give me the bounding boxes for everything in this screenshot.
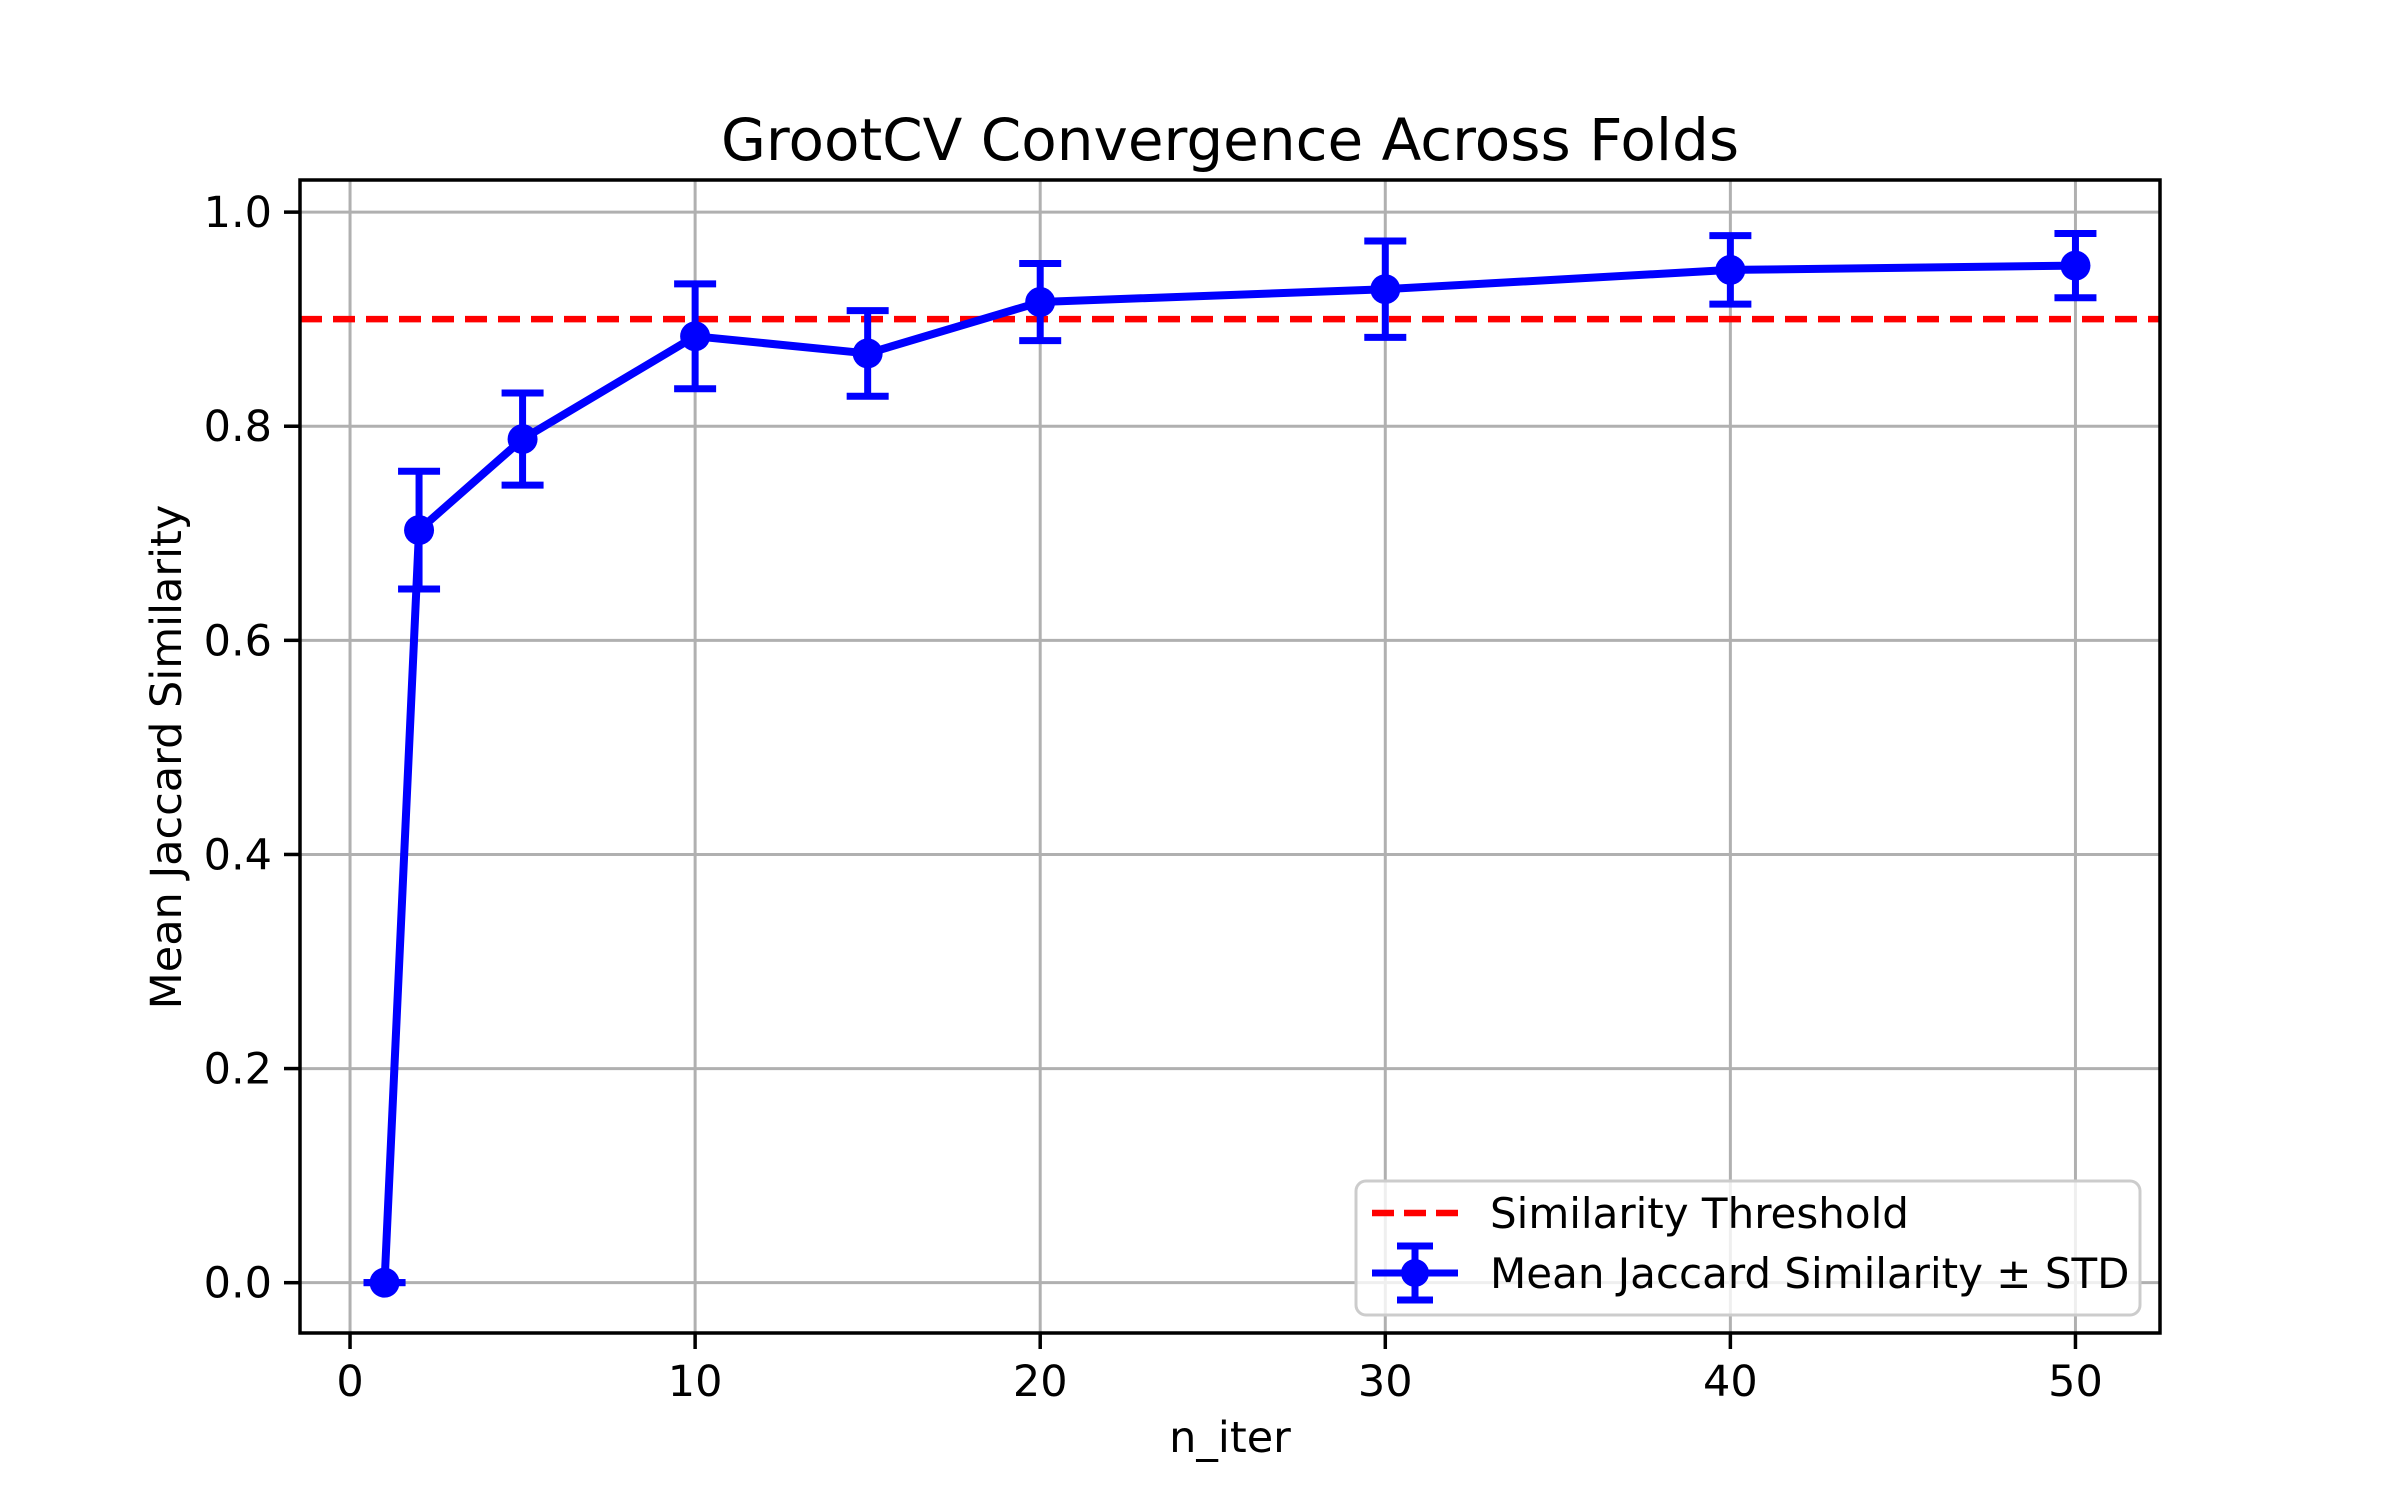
chart-title: GrootCV Convergence Across Folds [721,106,1739,174]
plot-border [298,178,2162,1335]
data-point-marker [680,321,711,352]
tick-labels: 0 10 20 30 40 50 0.0 0.2 0.4 0.6 0.8 1.0 [204,188,2103,1407]
data-point-marker [369,1267,400,1298]
y-tick-label: 0.0 [204,1259,272,1309]
y-tick-label: 0.6 [204,616,272,666]
series-mean-jaccard-similarity-±-std [363,230,2097,1298]
axes-spines [298,178,2162,1335]
data-point-marker [404,515,435,546]
series-line [380,261,2080,1287]
y-tick-label: 1.0 [204,188,272,238]
legend: Similarity Threshold Mean Jaccard Simila… [1354,1179,2142,1317]
y-axis-label: Mean Jaccard Similarity [142,505,192,1010]
x-tick-label: 30 [1358,1357,1413,1407]
x-tick-label: 10 [668,1357,723,1407]
legend-box [1354,1179,2142,1317]
axis-ticks [284,210,2078,1349]
data-point-marker [1715,254,1746,285]
y-tick-label: 0.2 [204,1045,272,1095]
x-axis-label: n_iter [1169,1413,1291,1463]
y-tick-label: 0.8 [204,402,272,452]
grid-lines [300,180,2160,1333]
data-point-marker [507,424,538,455]
x-tick-label: 40 [1703,1357,1758,1407]
y-tick-label: 0.4 [204,830,272,880]
data-point-marker [1370,274,1401,305]
data-point-marker [2060,250,2091,281]
x-tick-label: 20 [1013,1357,1068,1407]
series-layer [363,230,2097,1298]
data-point-marker [1025,287,1056,318]
data-point-marker [852,338,883,369]
legend-errorbar-icon [1372,1242,1458,1304]
x-tick-label: 0 [336,1357,363,1407]
x-tick-label: 50 [2048,1357,2103,1407]
legend-entry-series-label: Mean Jaccard Similarity ± STD [1490,1249,2130,1298]
legend-entry-threshold-label: Similarity Threshold [1490,1189,1909,1238]
